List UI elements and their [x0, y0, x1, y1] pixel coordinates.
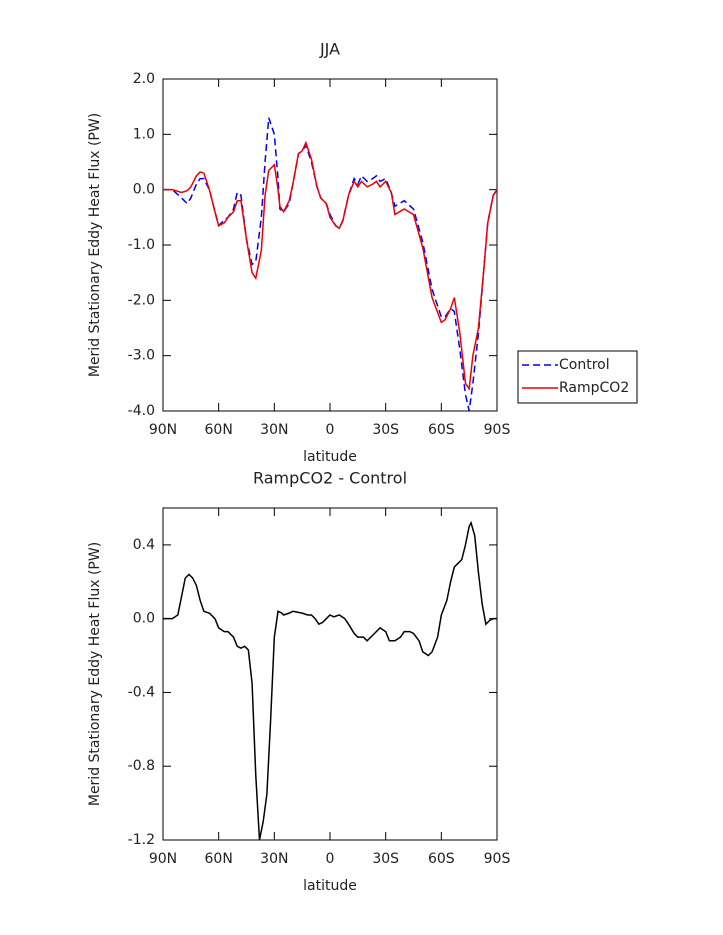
legend-box	[517, 350, 638, 404]
y-tick-label: -0.8	[128, 758, 155, 774]
y-tick-label: -3.0	[128, 348, 155, 364]
y-tick-label: 0.4	[133, 537, 155, 553]
y-axis-label: Merid Stationary Eddy Heat Flux (PW)	[87, 113, 103, 377]
y-tick-label: -0.4	[128, 684, 155, 700]
x-tick-label: 90N	[149, 422, 177, 438]
x-tick-label: 30N	[260, 422, 288, 438]
y-tick-label: -2.0	[128, 292, 155, 308]
y-tick-label: 0.0	[133, 611, 155, 627]
legend-label: Control	[559, 357, 610, 373]
y-tick-label: 0.0	[133, 182, 155, 198]
y-tick-label: 2.0	[133, 71, 155, 87]
data-line	[163, 140, 498, 391]
x-tick-label: 30N	[260, 851, 288, 867]
x-tick-label: 60S	[428, 422, 455, 438]
x-tick-label: 60N	[205, 422, 233, 438]
y-axis-label: Merid Stationary Eddy Heat Flux (PW)	[87, 542, 103, 806]
x-tick-label: 0	[326, 851, 335, 867]
plot-frame	[162, 507, 498, 841]
x-tick-label: 90N	[149, 851, 177, 867]
x-axis-label: latitude	[303, 449, 357, 465]
y-tick-label: -4.0	[128, 403, 155, 419]
y-tick-label: 1.0	[133, 126, 155, 142]
chart-title: JJA	[319, 40, 340, 59]
x-tick-label: 0	[326, 422, 335, 438]
data-line	[163, 117, 498, 412]
plot-frame	[162, 78, 498, 412]
data-line	[163, 520, 497, 841]
x-tick-label: 30S	[372, 422, 399, 438]
x-tick-label: 30S	[372, 851, 399, 867]
x-tick-label: 90S	[484, 851, 511, 867]
x-tick-label: 60N	[205, 851, 233, 867]
y-tick-label: -1.2	[128, 832, 155, 848]
x-tick-label: 90S	[484, 422, 511, 438]
legend-label: RampCO2	[559, 380, 629, 396]
chart-title: RampCO2 - Control	[253, 469, 407, 488]
y-tick-label: -1.0	[128, 237, 155, 253]
x-tick-label: 60S	[428, 851, 455, 867]
x-axis-label: latitude	[303, 878, 357, 894]
